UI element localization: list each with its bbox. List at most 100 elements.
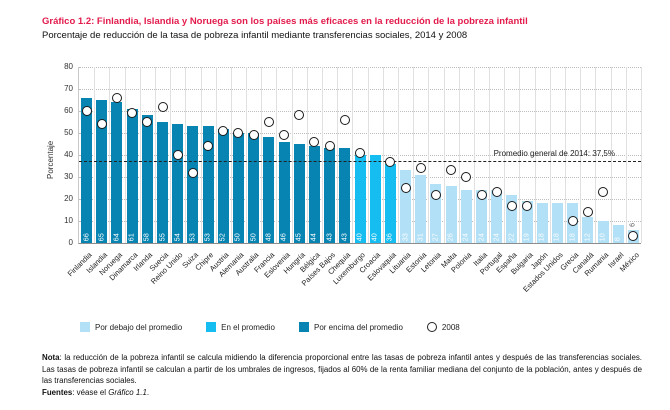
bar-finlandia: 66: [81, 97, 93, 243]
bar-value-label: 18: [569, 232, 577, 241]
bar-luxemburgo: 40: [354, 155, 366, 243]
legend-swatch: [80, 322, 90, 332]
gridline: [79, 89, 641, 90]
bar-value-label: 24: [462, 232, 470, 241]
column-separator: [139, 67, 141, 243]
bar-paises-bajos: 43: [324, 148, 336, 243]
circle-2008-portugal: [491, 187, 502, 198]
bar-espana: 22: [506, 194, 518, 243]
circle-2008-espana: [506, 200, 517, 211]
bar-bulgaria: 19: [521, 201, 533, 243]
column-separator: [580, 67, 582, 243]
bar-value-label: 10: [599, 232, 607, 241]
bar-value-label: 31: [417, 232, 425, 241]
plot-area: 0 10 20 30 40 50 60 70 80 66 Finlandia 65 Islandia 64…: [64, 62, 642, 294]
bar-croacia: 40: [369, 155, 381, 243]
column-separator: [124, 67, 126, 243]
bar-reino-unido: 54: [172, 124, 184, 243]
circle-2008-estonia: [415, 163, 426, 174]
bar-dinamarca: 61: [126, 108, 138, 243]
average-line-label: Promedio general de 2014: 37,5%: [493, 148, 615, 158]
bar-lituania: 33: [400, 170, 412, 243]
circle-2008-finlandia: [81, 106, 92, 116]
sources-text: : véase el: [72, 388, 109, 398]
bar-suiza: 53: [187, 126, 199, 243]
column-separator: [397, 67, 399, 243]
gridline: [79, 133, 641, 134]
column-separator: [595, 67, 597, 243]
bar-value-label: 22: [508, 232, 516, 241]
sources-label: Fuentes: [42, 388, 73, 398]
y-tick-label: 40: [64, 150, 73, 159]
circle-2008-lituania: [400, 183, 411, 193]
bar-rumania: 10: [597, 221, 609, 243]
circle-2008-alemania: [233, 128, 244, 138]
bar-value-label: 52: [219, 232, 227, 241]
bar-chipre: 53: [202, 126, 214, 243]
bar-noruega: 64: [111, 102, 123, 243]
bar-value-label: 48: [265, 232, 273, 241]
chart-legend: Por debajo del promedio En el promedio Por…: [80, 322, 484, 332]
circle-2008-francia: [263, 117, 274, 127]
bar-value-label: 58: [143, 232, 151, 241]
bar-value-label: 33: [402, 232, 410, 241]
column-separator: [367, 67, 369, 243]
column-separator: [428, 67, 430, 243]
legend-item-average: En el promedio: [206, 322, 275, 332]
sources-line: Fuentes: véase el Gráfico 1.1.: [42, 387, 642, 399]
circle-2008-suecia: [157, 101, 168, 112]
y-tick-label: 60: [64, 106, 73, 115]
bar-value-label: 53: [189, 232, 197, 241]
y-tick-label: 20: [64, 194, 73, 203]
circle-2008-italia: [476, 189, 487, 200]
bar-letonia: 27: [430, 183, 442, 243]
column-separator: [215, 67, 217, 243]
bar-irlanda: 58: [141, 115, 153, 243]
circle-2008-luxemburgo: [355, 147, 365, 158]
bar-estonia: 31: [415, 174, 427, 243]
column-separator: [641, 67, 642, 243]
circle-2008-islandia: [96, 119, 107, 130]
circle-2008-grecia: [567, 216, 578, 226]
chart-title: Gráfico 1.2: Finlandia, Islandia y Norue…: [42, 16, 528, 27]
bar-eslovaquia: 36: [384, 163, 396, 243]
bar-australia: 50: [248, 133, 260, 243]
legend-item-above: Por encima del promedio: [298, 322, 403, 332]
average-line: [79, 160, 641, 162]
legend-item-below: Por debajo del promedio: [80, 322, 182, 332]
bar-value-label: 6: [629, 222, 637, 227]
circle-2008-noruega: [111, 92, 122, 103]
bar-austria: 52: [217, 128, 229, 243]
column-separator: [154, 67, 156, 243]
column-separator: [489, 67, 491, 243]
legend-circle-marker: [426, 322, 437, 332]
circle-2008-rumania: [598, 187, 609, 198]
bar-francia: 48: [263, 137, 275, 243]
circle-2008-belgica: [309, 136, 320, 147]
bar-value-label: 26: [447, 232, 455, 241]
bar-value-label: 43: [326, 232, 334, 241]
column-separator: [443, 67, 445, 243]
circle-2008-polonia: [461, 172, 472, 182]
bar-value-label: 65: [98, 232, 106, 241]
bar-value-label: 50: [250, 232, 258, 241]
column-separator: [185, 67, 187, 243]
legend-label: 2008: [441, 322, 460, 332]
column-separator: [109, 67, 111, 243]
column-separator: [322, 67, 324, 243]
bar-hungria: 45: [293, 144, 305, 243]
circle-2008-dinamarca: [127, 108, 138, 119]
circle-2008-reino-unido: [172, 150, 183, 160]
bar-polonia: 24: [460, 190, 472, 243]
y-tick-label: 80: [64, 62, 73, 71]
bar-value-label: 24: [478, 232, 485, 241]
bar-alemania: 50: [232, 133, 244, 243]
bar-value-label: 43: [341, 232, 349, 241]
circle-2008-irlanda: [142, 117, 153, 127]
bar-chart: Porcentaje 0 10 20 30 40 50 60 70 80 66 Finlandia 6…: [0, 60, 670, 322]
y-tick-label: 70: [64, 84, 73, 93]
bar-value-label: 66: [83, 232, 91, 241]
note-text: : la reducción de la pobreza infantil se…: [42, 353, 642, 386]
bar-value-label: 46: [280, 232, 288, 241]
column-separator: [94, 67, 96, 243]
